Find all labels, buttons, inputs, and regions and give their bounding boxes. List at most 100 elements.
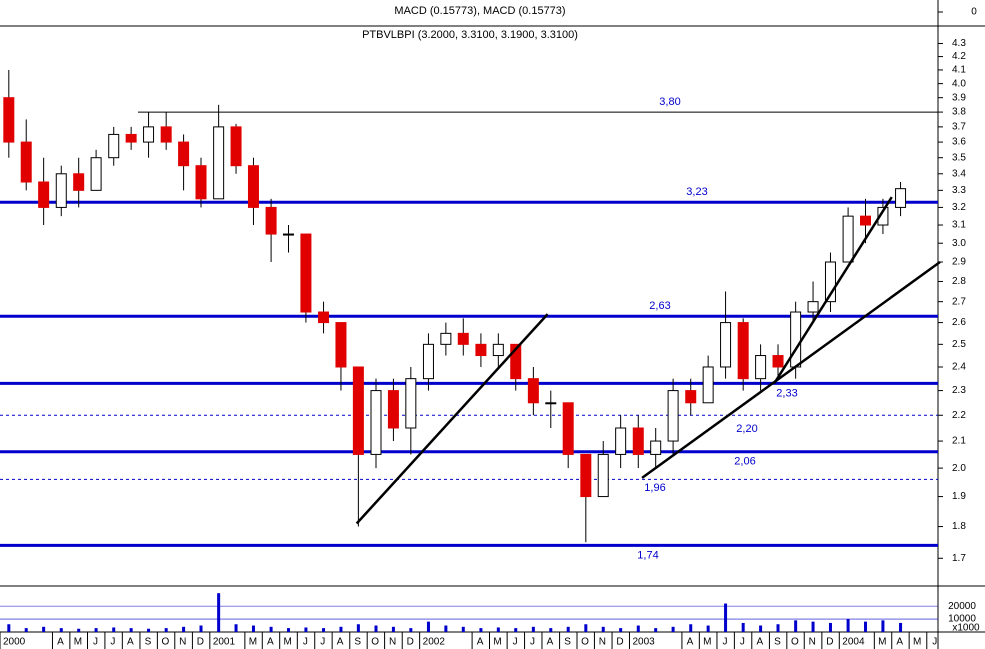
y-tick-label: 4.3 [952, 38, 966, 49]
volume-bar [724, 603, 728, 632]
y-tick-label: 3.4 [952, 168, 966, 179]
x-tick-label: 2000 [3, 637, 26, 648]
y-tick-label: 3.0 [952, 238, 966, 249]
volume-bar [42, 626, 46, 632]
level-label: 2,06 [734, 456, 755, 468]
volume-bar [391, 626, 395, 632]
volume-bar [147, 628, 151, 632]
volume-bar [59, 628, 63, 632]
volume-bar [706, 625, 710, 632]
y-tick-label: 3.2 [952, 202, 966, 213]
y-tick-label: 1.9 [952, 491, 966, 502]
x-tick-label: N [389, 637, 396, 648]
trendline [355, 313, 549, 525]
volume-bar [374, 625, 378, 632]
volume-bar [356, 624, 360, 632]
volume-bar [7, 624, 11, 632]
volume-bar [479, 628, 483, 632]
x-tick-label: J [110, 637, 115, 648]
candle-body [702, 366, 714, 404]
x-tick-label: S [564, 637, 571, 648]
volume-bar [461, 626, 465, 632]
x-tick-label: J [722, 637, 727, 648]
level-label: 2,33 [776, 387, 797, 399]
candle-body [510, 343, 522, 380]
volume-bar [217, 593, 221, 632]
x-tick-label: 2001 [213, 637, 236, 648]
volume-bar [496, 627, 500, 632]
candle-body [597, 453, 609, 498]
x-tick-label: M [74, 637, 82, 648]
x-tick-label: J [932, 637, 937, 648]
level-label: 1,74 [637, 549, 658, 561]
candle-body [143, 126, 155, 143]
volume-bar [584, 624, 588, 632]
indicator-tick-label: 0 [971, 7, 977, 18]
x-tick-label: S [145, 637, 152, 648]
x-tick-label: A [756, 637, 763, 648]
indicator-label: MACD (0.15773), MACD (0.15773) [394, 5, 565, 17]
x-tick-label: D [197, 637, 204, 648]
x-tick-label: M [249, 637, 257, 648]
volume-bar [409, 628, 413, 632]
candle-body [422, 343, 434, 380]
trendline [641, 261, 941, 479]
volume-bar [864, 621, 868, 632]
y-tick-label: 3.1 [952, 220, 966, 231]
x-tick-label: J [303, 637, 308, 648]
volume-bar [654, 628, 658, 632]
x-tick-label: A [337, 637, 344, 648]
x-tick-label: A [547, 637, 554, 648]
candle-body [3, 97, 15, 143]
candle-body [877, 206, 889, 226]
chart-title: PTBVLBPI (3.2000, 3.3100, 3.1900, 3.3100… [362, 29, 578, 41]
candle-body [807, 301, 819, 313]
candle-body [352, 366, 364, 455]
volume-bar [899, 622, 903, 632]
y-tick-label: 2.8 [952, 276, 966, 287]
x-tick-label: A [127, 637, 134, 648]
candle-body [73, 173, 85, 191]
y-tick-label: 2.7 [952, 296, 966, 307]
candle-body [632, 427, 644, 455]
volume-bar [671, 626, 675, 632]
candle-body [580, 453, 592, 498]
x-tick-label: J [513, 637, 518, 648]
x-tick-label: S [354, 637, 361, 648]
y-tick-label: 4.1 [952, 65, 966, 76]
x-tick-label: J [530, 637, 535, 648]
volume-bar [304, 627, 308, 632]
y-tick-label: 1.8 [952, 521, 966, 532]
volume-bar [199, 625, 203, 632]
candle-body [230, 126, 242, 167]
level-label: 3,80 [659, 96, 680, 108]
x-tick-label: M [703, 637, 711, 648]
volume-bar [846, 619, 850, 632]
candle-body [824, 261, 836, 303]
x-tick-label: D [616, 637, 623, 648]
candle-body [615, 427, 627, 455]
x-tick-label: O [581, 637, 589, 648]
y-tick-label: 3.7 [952, 122, 966, 133]
candle-body [335, 322, 347, 368]
y-tick-label: 2.9 [952, 257, 966, 268]
volume-bar [828, 622, 832, 632]
candle-body [213, 126, 225, 200]
candle-body [318, 311, 330, 324]
x-tick-label: J [320, 637, 325, 648]
candle-body [562, 402, 574, 455]
level-label: 2,20 [736, 423, 757, 435]
volume-bar [77, 628, 81, 632]
x-tick-label: A [896, 637, 903, 648]
volume-bar [881, 620, 885, 632]
candle-body [475, 343, 487, 357]
x-tick-label: O [161, 637, 169, 648]
volume-bar [24, 628, 28, 632]
volume-tick-label: 10000 [948, 614, 976, 625]
y-tick-label: 2.6 [952, 317, 966, 328]
candle-body [300, 233, 312, 313]
volume-bar [269, 626, 273, 632]
x-tick-label: A [687, 637, 694, 648]
x-tick-label: N [179, 637, 186, 648]
